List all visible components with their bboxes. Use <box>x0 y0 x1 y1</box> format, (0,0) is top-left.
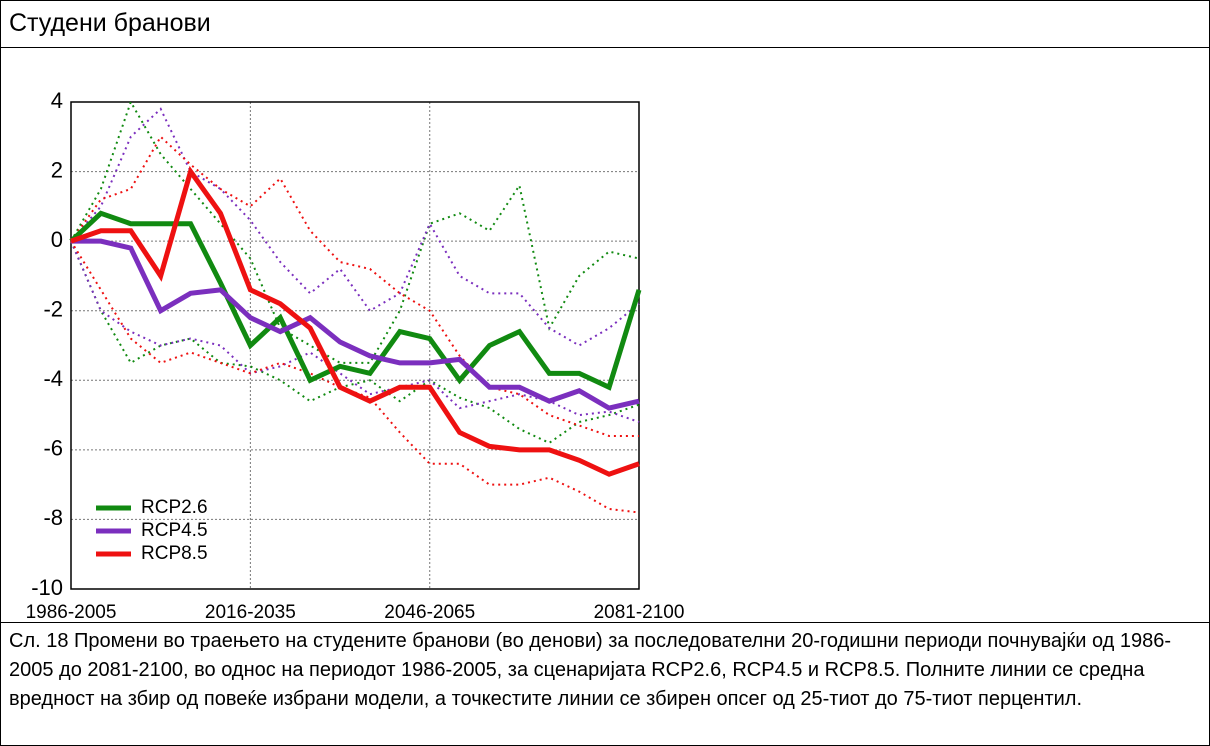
percentile-line <box>70 135 639 437</box>
mean-line <box>69 210 642 391</box>
y-tick-label: -10 <box>31 575 63 600</box>
y-tick-label: 2 <box>51 157 63 182</box>
caption: Сл. 18 Промени во траењето на студените … <box>9 630 1172 710</box>
section-title: Студени бранови <box>9 9 211 37</box>
mean-line <box>70 165 640 477</box>
chart: -10 -8 -6 -4 -2 0 2 4 1986-2005 2016-2035 2046-206… <box>26 88 685 622</box>
y-tick-label: -4 <box>43 366 63 391</box>
x-tick-label: 2046-2065 <box>384 602 475 622</box>
mean-line <box>71 238 640 411</box>
separator <box>1 622 1209 623</box>
percentile-line <box>70 240 640 423</box>
legend-label: RCP2.6 <box>141 497 208 518</box>
y-tick-label: -6 <box>43 436 63 461</box>
percentile-line <box>70 99 640 364</box>
percentile-line <box>70 240 640 514</box>
legend-label: RCP8.5 <box>141 543 208 564</box>
percentile-line <box>70 107 640 347</box>
legend-label: RCP4.5 <box>141 520 208 541</box>
y-tick-label: -8 <box>43 505 63 530</box>
y-tick-label: 4 <box>51 88 63 113</box>
y-tick-label: 0 <box>51 227 63 252</box>
plot-frame <box>70 101 640 590</box>
separator <box>1 47 1209 48</box>
x-tick-label: 2016-2035 <box>205 602 296 622</box>
y-tick-label: -2 <box>43 297 63 322</box>
x-tick-label: 1986-2005 <box>26 602 117 622</box>
x-tick-label: 2081-2100 <box>594 602 685 622</box>
